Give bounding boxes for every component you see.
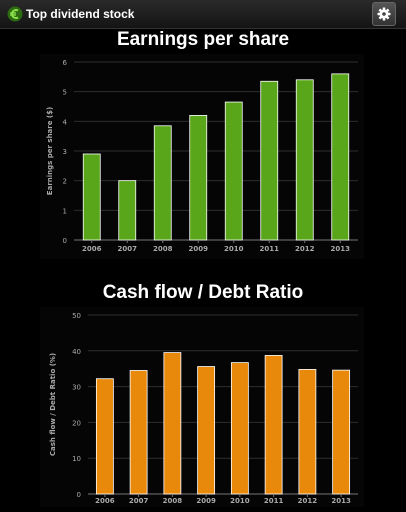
chart-panel-eps: 0 1 2 3 4 5 6 2006 2007 2008 2009 2010 2011 2012 2013 E… <box>40 54 364 259</box>
chart-title-cashflow: Cash flow / Debt Ratio <box>102 282 304 303</box>
y-tick-label: 0 <box>77 491 81 499</box>
bar <box>189 115 208 241</box>
y-tick-label: 40 <box>72 348 81 356</box>
y-tick-label: 30 <box>72 384 81 392</box>
app-bar: Top dividend stock <box>0 0 406 29</box>
bar <box>331 73 350 241</box>
bar <box>118 180 137 241</box>
gear-icon <box>377 7 391 21</box>
bar <box>295 79 314 241</box>
y-axis-label: Cash flow / Debt Ratio (%) <box>49 353 57 456</box>
app-title: Top dividend stock <box>26 7 135 21</box>
x-tick-label: 2009 <box>189 245 209 253</box>
x-tick-label: 2006 <box>82 245 102 253</box>
y-tick-label: 4 <box>63 118 68 126</box>
cashflow-chart: 0 10 20 30 40 50 2006 2007 2008 2009 2010 2011 2012 2… <box>49 312 358 505</box>
bar <box>82 153 101 241</box>
x-tick-label: 2010 <box>224 245 244 253</box>
chart-panel-cashflow: 0 10 20 30 40 50 2006 2007 2008 2009 2010 2011 2012 2… <box>40 307 364 507</box>
x-tick-label: 2011 <box>264 497 284 505</box>
eps-chart: 0 1 2 3 4 5 6 2006 2007 2008 2009 2010 2011 2012 2013 E… <box>46 59 358 253</box>
bar <box>332 369 351 495</box>
x-tick-label: 2008 <box>163 497 183 505</box>
y-tick-label: 10 <box>72 455 81 463</box>
bar <box>260 80 279 241</box>
y-tick-label: 0 <box>63 237 67 245</box>
x-tick-label: 2009 <box>196 497 216 505</box>
x-tick-label: 2013 <box>331 497 351 505</box>
y-tick-label: 2 <box>63 178 67 186</box>
y-axis-label: Earnings per share ($) <box>46 107 54 195</box>
y-tick-label: 50 <box>72 312 81 320</box>
bar <box>224 101 243 241</box>
x-tick-label: 2008 <box>153 245 173 253</box>
x-tick-label: 2007 <box>118 245 138 253</box>
y-tick-label: 6 <box>63 59 68 67</box>
x-tick-label: 2007 <box>129 497 149 505</box>
bar <box>230 362 249 495</box>
y-tick-label: 3 <box>63 148 67 156</box>
x-tick-label: 2012 <box>295 245 315 253</box>
x-tick-label: 2013 <box>331 245 351 253</box>
euro-icon <box>7 6 23 22</box>
chart-title-eps: Earnings per share <box>116 29 290 50</box>
x-tick-label: 2012 <box>298 497 318 505</box>
bar <box>129 370 148 495</box>
x-tick-label: 2010 <box>230 497 250 505</box>
bar <box>264 355 283 495</box>
bar <box>153 125 172 241</box>
x-tick-label: 2011 <box>260 245 280 253</box>
y-tick-label: 1 <box>63 207 67 215</box>
x-tick-label: 2006 <box>95 497 115 505</box>
bar <box>197 366 216 495</box>
settings-button[interactable] <box>372 2 396 26</box>
y-tick-label: 5 <box>63 89 67 97</box>
bar <box>298 369 317 495</box>
bar <box>95 378 114 495</box>
y-tick-label: 20 <box>72 419 81 427</box>
bar <box>163 352 182 495</box>
